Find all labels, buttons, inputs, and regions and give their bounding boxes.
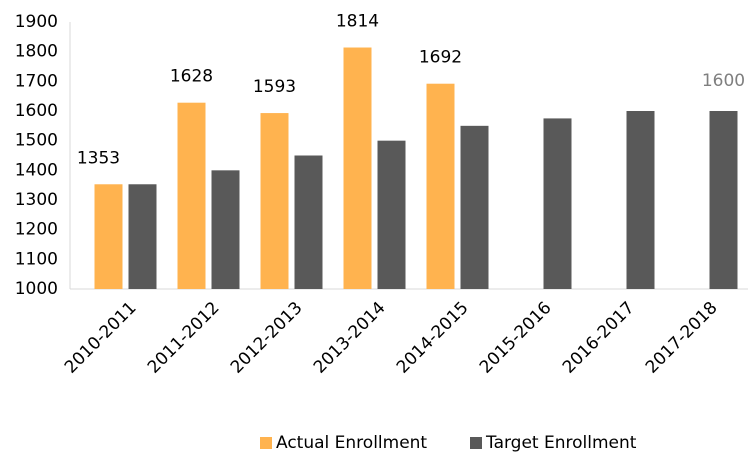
- bar: [211, 170, 240, 289]
- x-tick-label: 2012-2013: [227, 298, 307, 378]
- x-tick-label: 2013-2014: [310, 298, 390, 378]
- data-label: 1593: [253, 77, 296, 97]
- x-tick-label: 2010-2011: [61, 298, 141, 378]
- y-tick-label: 1300: [15, 190, 58, 210]
- data-label: 1692: [419, 48, 462, 68]
- bar: [626, 111, 655, 289]
- x-tick-label: 2016-2017: [559, 298, 639, 378]
- bar: [426, 83, 455, 289]
- bar: [128, 184, 157, 289]
- data-label: 1353: [77, 148, 120, 168]
- bar: [543, 118, 572, 290]
- legend-label: Actual Enrollment: [276, 433, 427, 453]
- bar: [460, 125, 489, 289]
- bar: [343, 47, 372, 289]
- y-tick-label: 1000: [15, 279, 58, 299]
- y-tick-label: 1500: [15, 131, 58, 151]
- bar: [260, 113, 289, 290]
- x-tick-label: 2014-2015: [393, 298, 473, 378]
- y-tick-label: 1100: [15, 249, 58, 269]
- legend-swatch: [260, 437, 272, 449]
- data-label: 1814: [336, 12, 379, 32]
- bar: [377, 140, 406, 289]
- y-tick-label: 1600: [15, 101, 58, 121]
- y-tick-label: 1900: [15, 12, 58, 32]
- bar: [177, 102, 206, 290]
- y-tick-label: 1800: [15, 42, 58, 62]
- bar: [94, 184, 123, 289]
- legend-swatch: [470, 437, 482, 449]
- y-tick-label: 1700: [15, 71, 58, 91]
- x-tick-label: 2017-2018: [642, 298, 722, 378]
- bar: [294, 155, 323, 289]
- x-tick-label: 2011-2012: [144, 298, 224, 378]
- data-label: 1628: [170, 67, 213, 87]
- bar: [709, 111, 738, 289]
- y-tick-label: 1400: [15, 160, 58, 180]
- legend-label: Target Enrollment: [485, 433, 637, 453]
- x-tick-label: 2015-2016: [476, 298, 556, 378]
- data-label: 1600: [702, 71, 745, 91]
- y-tick-label: 1200: [15, 220, 58, 240]
